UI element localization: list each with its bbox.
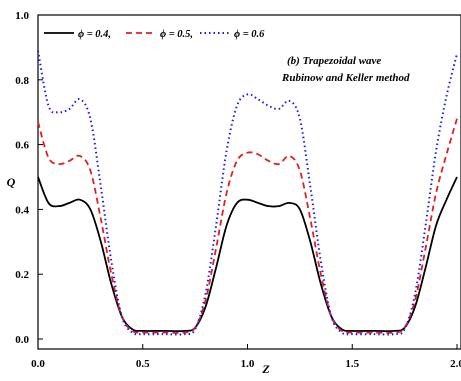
y-tick-label: 0.6 <box>15 140 29 152</box>
x-axis-title: Z <box>261 362 270 376</box>
series-line-1 <box>37 118 458 334</box>
x-tick-label: 0.5 <box>136 358 150 370</box>
y-tick-label: 1.0 <box>15 10 29 22</box>
legend-label-0: ϕ = 0.4, <box>78 29 111 40</box>
y-tick-label: 0.0 <box>15 334 29 346</box>
annotation-line-1: (b) Trapezoidal wave <box>287 55 381 67</box>
legend-label-1: ϕ = 0.5, <box>160 29 193 40</box>
y-tick-label: 0.8 <box>15 75 29 87</box>
legend-label-2: ϕ = 0.6 <box>234 29 265 40</box>
series-line-0 <box>37 176 458 333</box>
y-axis-title: Q <box>7 175 16 189</box>
legend: ϕ = 0.4, ϕ = 0.5, ϕ = 0.6 <box>44 29 265 40</box>
y-tick-label: 0.4 <box>15 204 29 216</box>
ticks-layer: 0.0 0.5 1.0 1.5 2.0 0.0 0.2 0.4 0.6 0.8 1.0 <box>15 10 461 370</box>
plot-frame <box>37 14 461 350</box>
x-tick-label: 0.0 <box>31 358 45 370</box>
x-tick-label: 1.5 <box>345 358 359 370</box>
series-line-2 <box>37 50 458 336</box>
x-tick-label: 1.0 <box>241 358 255 370</box>
x-tick-label: 2.0 <box>450 358 461 370</box>
y-tick-label: 0.2 <box>15 269 29 281</box>
series-layer <box>37 50 458 336</box>
annotation-line-2: Rubinow and Keller method <box>281 72 410 84</box>
